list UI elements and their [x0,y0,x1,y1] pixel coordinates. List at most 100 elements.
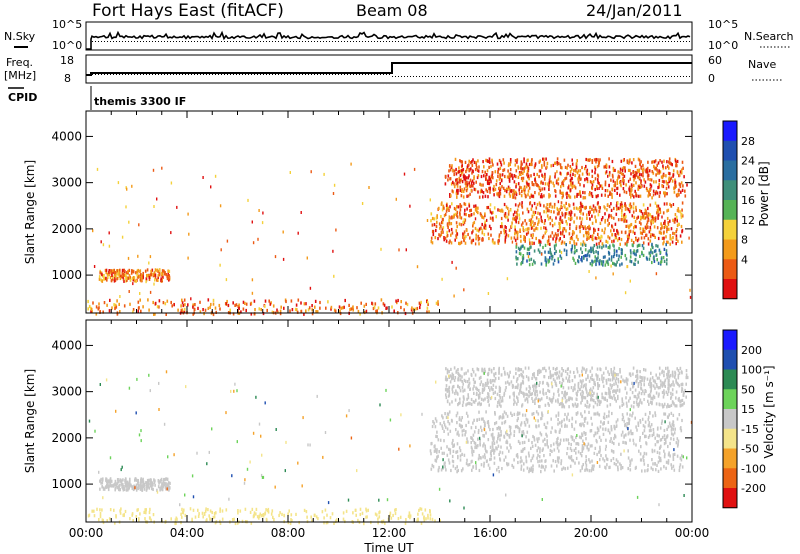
data-cell [572,388,574,393]
nsearch-dot [260,41,261,42]
data-cell [553,258,556,262]
data-cell [455,450,457,454]
data-cell [520,170,523,174]
data-cell [672,218,674,222]
colorbar-swatch [723,219,737,240]
data-cell [635,194,637,198]
data-cell [146,478,149,483]
data-cell [434,425,437,429]
data-cell [530,466,533,470]
data-cell [609,431,611,435]
data-cell [114,482,116,486]
data-cell [462,382,464,386]
data-cell [581,366,584,370]
data-cell [111,273,113,277]
data-cell [119,478,121,482]
data-cell [113,268,115,272]
data-cell [653,259,656,263]
data-cell [538,174,540,179]
data-cell [119,276,122,281]
data-cell [250,312,253,316]
data-cell [673,452,676,456]
data-cell [324,508,327,512]
data-cell [90,307,93,311]
freq-unit: [MHz] [4,69,36,82]
data-cell [588,172,590,176]
nsearch-dot [326,41,327,42]
data-cell [499,181,501,186]
data-cell [604,263,607,267]
nsearch-dot [374,41,375,42]
data-cell [580,224,582,228]
data-cell [629,255,632,259]
data-cell [250,301,253,305]
data-cell [475,464,477,468]
data-cell [503,228,505,233]
data-cell [551,257,553,261]
data-cell [465,169,467,174]
data-cell [445,367,447,371]
data-cell [671,163,673,167]
data-cell [526,466,529,470]
data-cell [511,221,513,225]
data-cell [521,205,524,209]
data-cell [604,189,607,193]
data-cell [496,392,499,396]
data-cell [90,306,92,310]
data-cell [448,402,451,406]
data-cell [498,239,500,243]
data-cell [140,273,142,277]
data-cell [643,229,646,233]
data-cell [557,411,560,415]
data-cell [473,187,476,191]
data-cell [591,459,593,463]
data-cell [681,188,684,192]
data-cell [652,428,655,432]
data-cell [146,481,149,485]
data-cell [253,513,255,517]
data-cell [165,273,167,277]
data-cell [685,369,688,373]
data-cell [645,233,648,237]
data-cell [441,277,443,281]
data-cell [654,167,657,171]
data-cell [633,252,636,256]
data-cell [484,397,486,401]
data-cell [479,442,481,446]
data-cell [514,425,517,429]
data-cell [260,308,262,312]
data-cell [469,236,471,240]
data-cell [457,170,460,174]
data-cell [247,198,249,202]
data-cell [659,170,662,174]
data-cell [426,306,429,310]
data-cell [546,209,549,213]
data-cell [145,508,147,512]
data-cell [558,430,561,434]
data-cell [582,439,584,443]
data-cell [533,438,536,442]
data-cell [165,312,167,316]
data-cell [515,210,518,215]
colorbar-tick-label: 12 [741,214,755,227]
data-cell [681,160,684,164]
data-cell [161,487,164,491]
data-cell [479,456,481,460]
data-cell [434,236,437,240]
data-cell [600,218,603,222]
data-cell [495,421,498,425]
data-cell [543,454,545,458]
data-cell [206,518,208,522]
data-cell [492,210,494,215]
data-cell [584,243,587,247]
data-cell [430,452,432,456]
data-cell [510,208,512,212]
data-cell [262,513,265,517]
data-cell [492,388,494,392]
data-cell [199,300,201,304]
data-cell [446,453,449,457]
data-cell [512,217,514,221]
data-cell [416,265,419,269]
data-cell [539,169,542,173]
data-cell [548,204,551,209]
